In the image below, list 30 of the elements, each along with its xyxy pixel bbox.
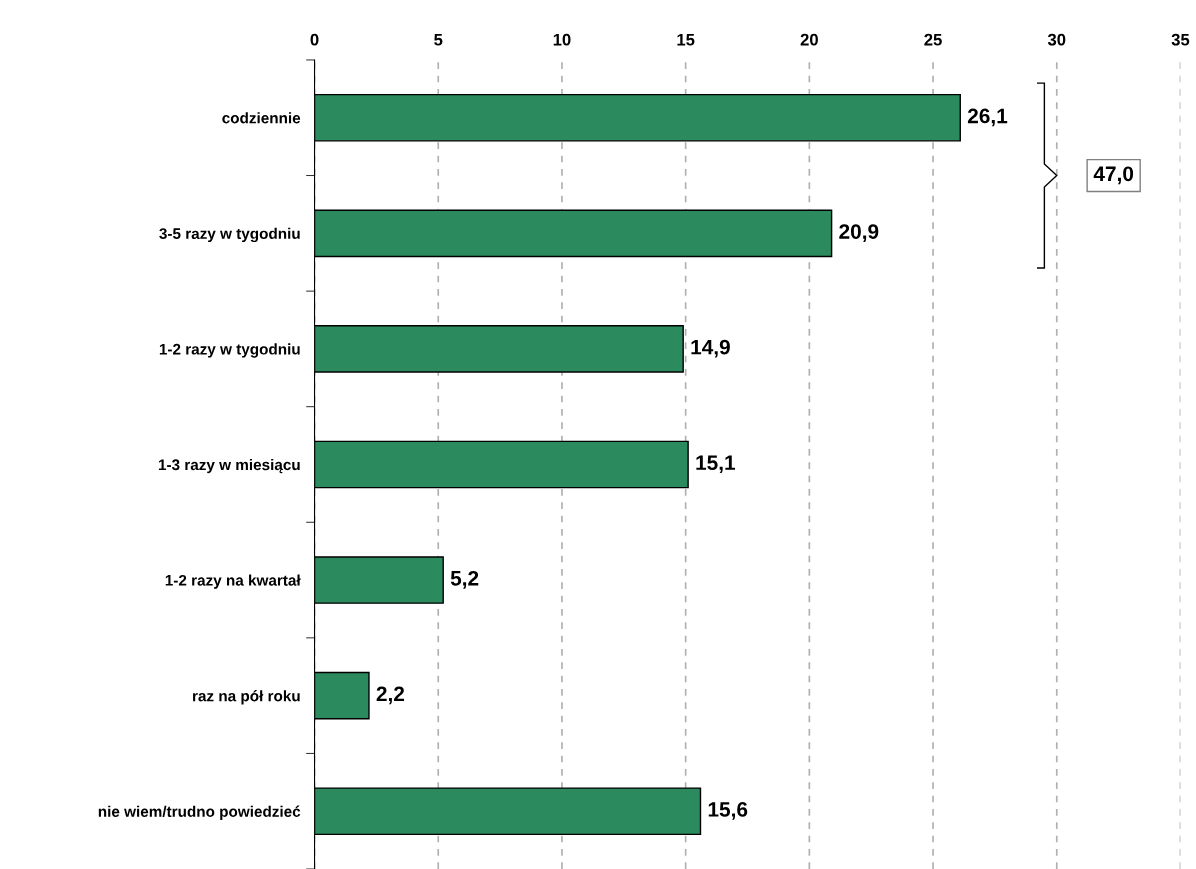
data-label: 2,2 <box>376 686 405 705</box>
x-tick-label: 25 <box>924 33 942 46</box>
data-label: 14,9 <box>691 339 730 358</box>
bar <box>314 556 444 604</box>
x-tick-label: 15 <box>677 33 695 46</box>
x-tick-label: 5 <box>434 33 443 46</box>
y-tick-label: 1-2 razy w tygodniu <box>159 343 300 358</box>
data-label: 20,9 <box>839 224 879 242</box>
data-label: 15,1 <box>696 455 736 474</box>
y-tick-label: codziennie <box>222 112 301 124</box>
y-tick-label: 1-3 razy w miesiącu <box>158 458 300 474</box>
bar <box>314 671 370 720</box>
x-tick-label: 30 <box>1047 33 1066 46</box>
x-tick-label: 0 <box>310 33 319 46</box>
bar <box>314 209 833 258</box>
y-tick-label: nie wiem/trudno powiedzieć <box>98 805 301 820</box>
data-label: 15,6 <box>708 802 748 820</box>
bar <box>314 440 689 489</box>
bar <box>314 325 684 373</box>
bar <box>314 787 702 836</box>
y-tick-label: raz na pół roku <box>193 690 300 705</box>
data-label: 5,2 <box>450 570 479 589</box>
data-label: 26,1 <box>967 108 1008 127</box>
x-tick-label: 10 <box>553 33 571 46</box>
x-tick-label: 35 <box>1171 33 1190 46</box>
y-tick-label: 3-5 razy w tygodniu <box>159 227 300 243</box>
y-tick-label: 1-2 razy na kwartał <box>165 574 301 589</box>
x-tick-label: 20 <box>800 33 818 46</box>
annotation: 47,0 <box>1093 166 1134 185</box>
bar <box>314 93 961 142</box>
